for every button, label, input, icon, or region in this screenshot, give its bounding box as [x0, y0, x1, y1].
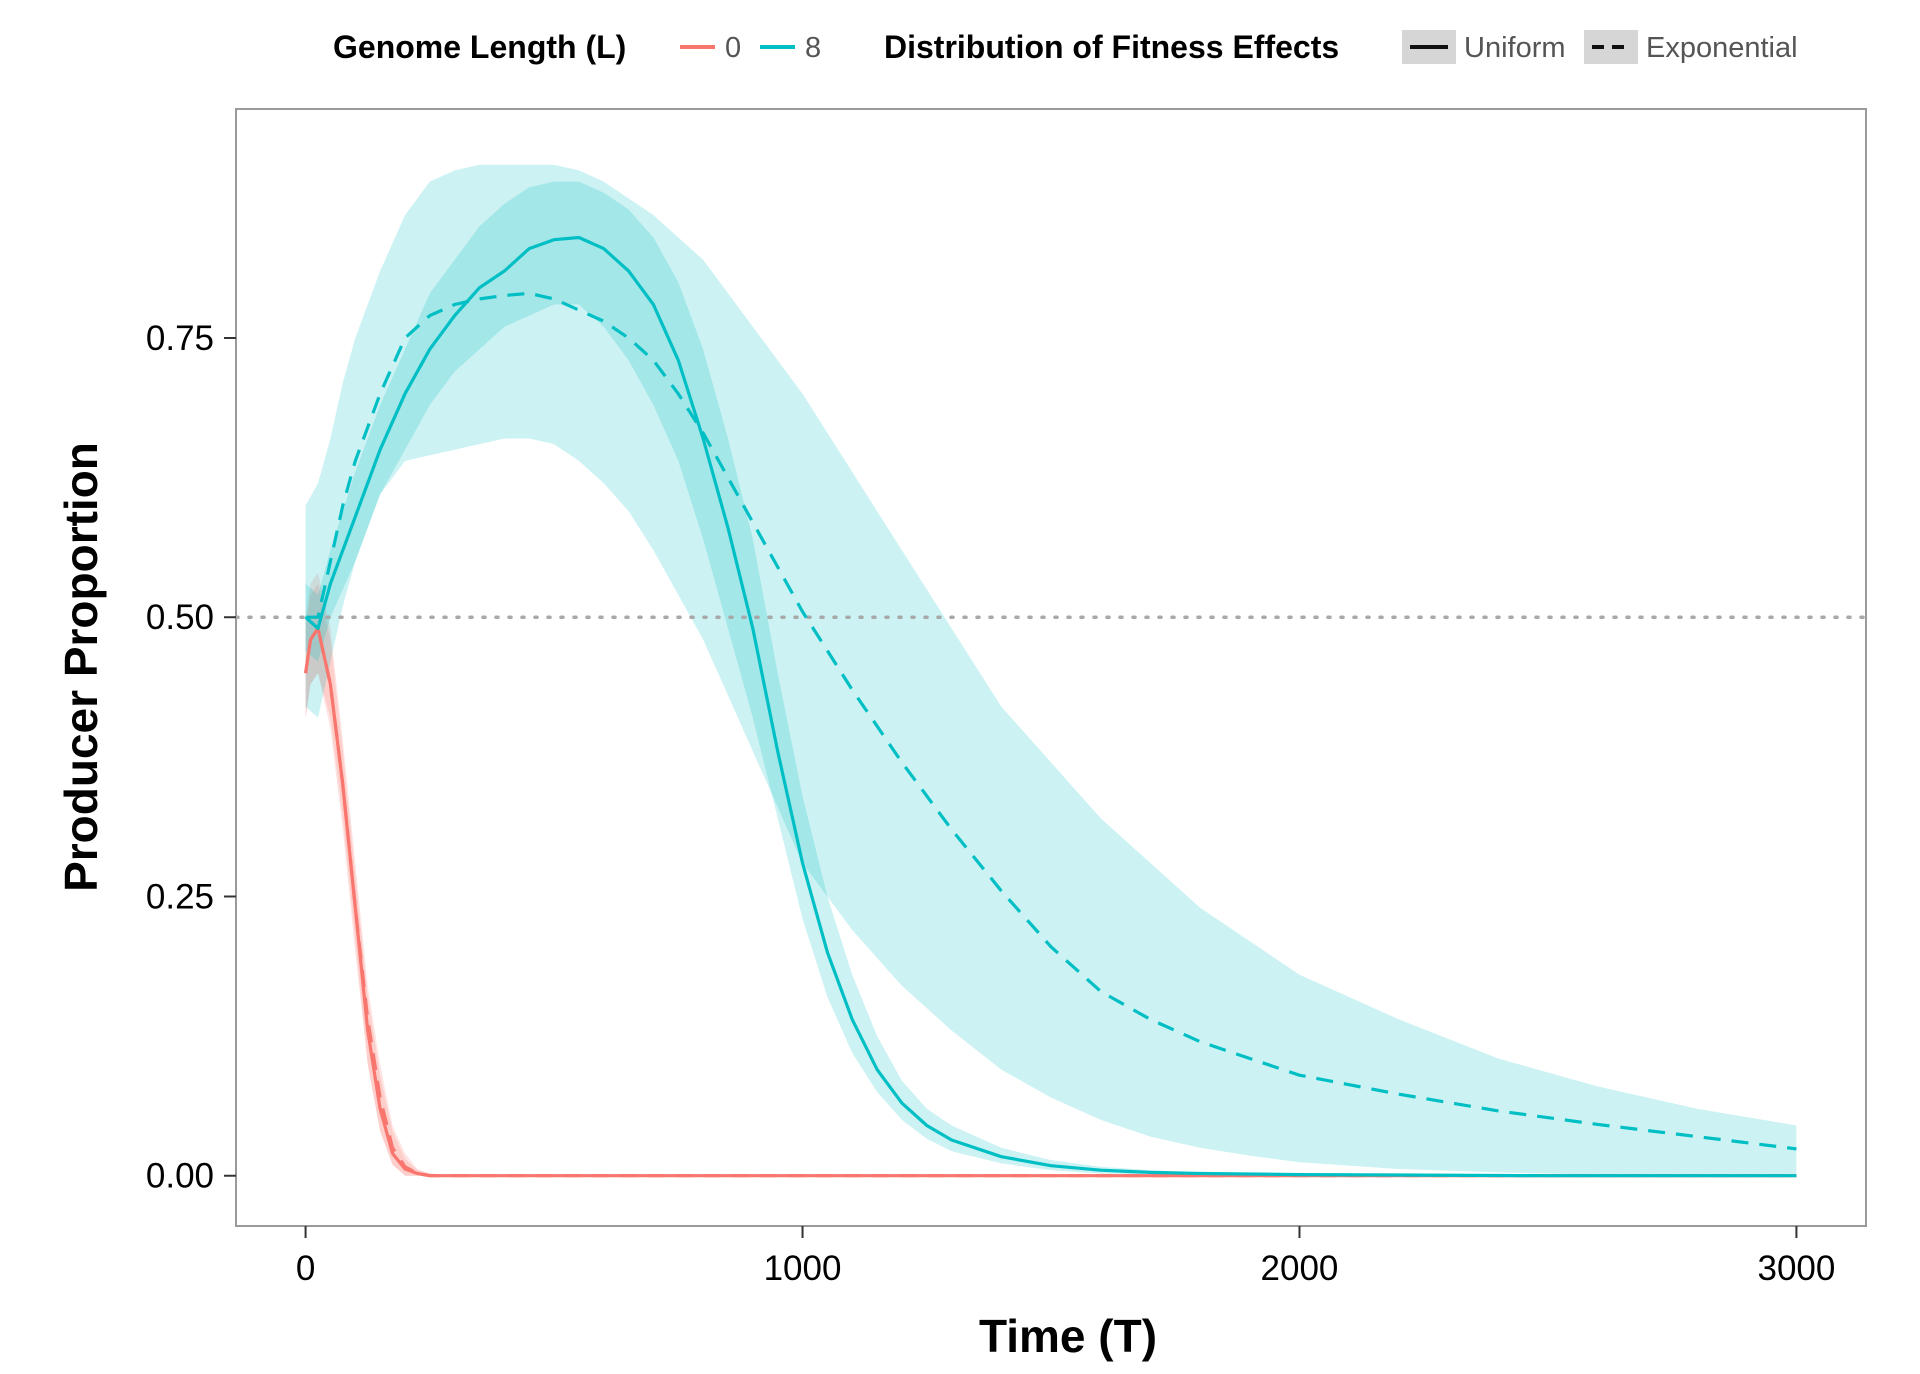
x-tick-label: 2000: [1261, 1249, 1339, 1288]
legend: Genome Length (L) 0 8 Distribution of Fitne…: [333, 29, 1798, 65]
x-tick-label: 1000: [764, 1249, 842, 1288]
series-lines: [304, 235, 1797, 1178]
line-L0-exponential: [304, 626, 1797, 1178]
line-L8-exponential: [305, 291, 1797, 1151]
x-tick-label: 0: [296, 1249, 315, 1288]
x-tick-label: 3000: [1757, 1249, 1835, 1288]
y-tick-label: 0.00: [146, 1157, 214, 1196]
x-axis: 0 1000 2000 3000: [296, 1226, 1835, 1288]
band-L8-uniform: [305, 181, 1797, 1176]
legend-title-genome-length: Genome Length (L): [333, 29, 626, 65]
y-axis-title: Producer Proportion: [55, 442, 107, 892]
legend-label-exponential: Exponential: [1646, 32, 1798, 64]
y-axis: 0.00 0.25 0.50 0.75: [146, 319, 236, 1196]
x-axis-title: Time (T): [979, 1310, 1157, 1362]
y-tick-label: 0.75: [146, 319, 214, 358]
band-L8-exponential: [305, 164, 1797, 1176]
line-L8-uniform: [304, 235, 1797, 1178]
y-tick-label: 0.25: [146, 877, 214, 916]
ci-bands: [305, 164, 1797, 1176]
y-tick-label: 0.50: [146, 598, 214, 637]
legend-title-dfe: Distribution of Fitness Effects: [884, 29, 1339, 65]
legend-label-uniform: Uniform: [1464, 32, 1566, 64]
legend-label-L8: 8: [805, 32, 821, 64]
legend-label-L0: 0: [725, 32, 741, 64]
